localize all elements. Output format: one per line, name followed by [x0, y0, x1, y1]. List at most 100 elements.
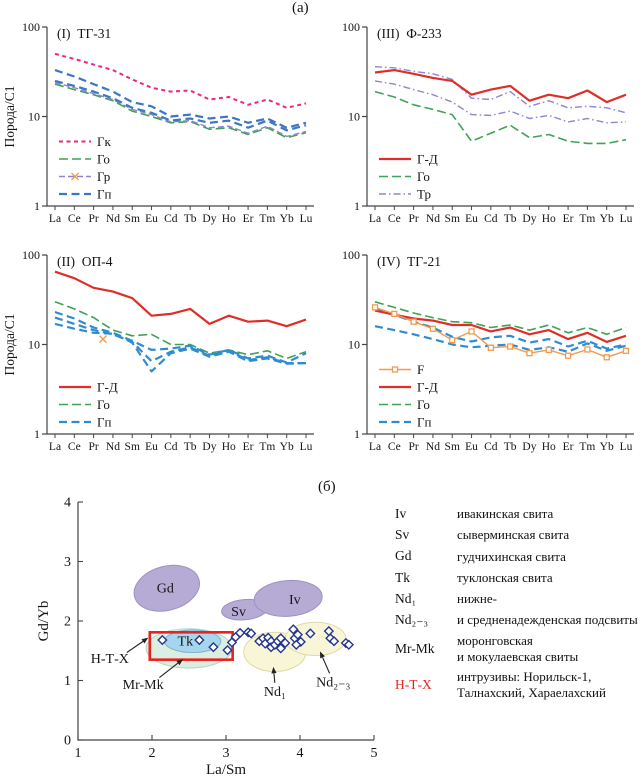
- diamond-marker: [280, 637, 291, 649]
- legend-text: ивакинская свита: [457, 506, 554, 522]
- x-tick-label: Sm: [125, 441, 140, 453]
- figure-label-b: (б): [318, 479, 336, 495]
- panel-III: 100 10 1 La Ce Pr Nd Sm Eu Cd Tb Dy Ho Er Tm Yb Lu (III) …: [321, 12, 641, 236]
- x-tick-label: Ho: [222, 441, 236, 453]
- diamond-marker: [234, 627, 246, 639]
- legend-item: Н-Т-Х интрузивы: Норильск-1, Талнахский, …: [395, 669, 641, 700]
- x-tick-label: Cd: [164, 441, 178, 453]
- panel-legend: Г-Д Го Тр: [379, 152, 438, 202]
- diamond-marker: [288, 624, 299, 635]
- series-line-Го: [54, 83, 307, 139]
- y-tick-label: 10: [28, 110, 40, 124]
- x-tick-label: Eu: [145, 441, 158, 453]
- x-tick-label: Ho: [542, 441, 556, 453]
- annotation-Nd₁: Nd₁: [264, 685, 286, 700]
- y-tick-label: 10: [348, 338, 360, 352]
- series-line-Тр: [374, 66, 627, 114]
- x-tick-label: Ce: [68, 213, 81, 225]
- x-tick-label: Dy: [522, 441, 536, 453]
- square-marker: [410, 318, 417, 325]
- legend-label: Го: [97, 397, 110, 412]
- x-tick-label: Lu: [300, 213, 313, 225]
- square-marker: [371, 304, 379, 311]
- y-tick-label: 100: [342, 20, 360, 34]
- x-tick-label: Sm: [445, 441, 460, 453]
- y-tick-label: 0: [64, 734, 71, 749]
- legend-key: Н-Т-Х: [395, 676, 432, 692]
- y-axis-label: Gd/Yb: [36, 601, 52, 642]
- square-marker: [507, 343, 514, 350]
- axes: [366, 27, 634, 207]
- square-marker: [622, 347, 630, 354]
- x-tick-label: Tb: [184, 441, 197, 453]
- diamond-marker: [275, 643, 286, 654]
- x-tick-label: Pr: [408, 441, 418, 453]
- square-marker: [526, 350, 533, 357]
- y-tick-label: 10: [28, 338, 40, 352]
- y-tick-label: 1: [64, 674, 71, 689]
- x-tick-label: Dy: [202, 213, 216, 225]
- annotation-arrow: [159, 662, 179, 678]
- legend-key: Nd₁: [395, 590, 417, 606]
- series-line-Го: [374, 90, 627, 145]
- series-line-Го: [374, 301, 627, 336]
- panel-II: 100 10 1 La Ce Pr Nd Sm Eu Cd Tb Dy Ho Er Tm Yb Lu (II) О…: [1, 240, 321, 464]
- panel-title: (I) ТГ-31: [57, 26, 111, 41]
- legend-item: Sv сыверминская свита: [395, 527, 641, 543]
- x-tick-label: Tm: [579, 213, 595, 225]
- y-tick-label: 10: [348, 110, 360, 124]
- legend-label: Г-Д: [97, 380, 118, 395]
- square-marker: [564, 352, 572, 359]
- series-line-Тр: [374, 80, 627, 124]
- x-tick-label: Ho: [222, 213, 236, 225]
- panel-title: (IV) ТГ-21: [377, 254, 441, 269]
- legend-text: сыверминская свита: [457, 527, 570, 543]
- diamond-marker: [305, 628, 316, 639]
- square-marker: [449, 336, 456, 344]
- legend-item: Iv ивакинская свита: [395, 506, 641, 522]
- x-tick-label: Pr: [408, 213, 418, 225]
- square-marker: [603, 354, 610, 361]
- x-tick-label: 5: [371, 746, 378, 761]
- series-line-Гк: [54, 52, 307, 109]
- square-marker: [584, 346, 591, 353]
- ree-chart-I: 100 10 1 La Ce Pr Nd Sm Eu Cd Tb Dy Ho Er Tm Yb Lu (I) ТГ…: [2, 20, 314, 225]
- y-axis-label: Порода/С1: [2, 86, 17, 148]
- ree-chart-IV: 100 10 1 La Ce Pr Nd Sm Eu Cd Tb Dy Ho Er Tm Yb Lu (IV) Т…: [342, 248, 634, 453]
- x-tick-label: Yb: [280, 213, 294, 225]
- square-marker: [487, 344, 494, 351]
- x-tick-label: Cd: [484, 441, 498, 453]
- legend-key: Sv: [395, 527, 410, 543]
- annotation-arrow: [273, 673, 276, 683]
- annotation-arrow: [322, 657, 331, 674]
- panel-legend: Г-Д Го Гп: [59, 380, 118, 430]
- ree-chart-II: 100 10 1 La Ce Pr Nd Sm Eu Cd Tb Dy Ho Er Tm Yb Lu (II) О…: [2, 248, 314, 453]
- annotation-Н-Т-Х: Н-Т-Х: [91, 652, 129, 667]
- panel-title: (II) ОП-4: [57, 254, 113, 269]
- square-marker: [391, 366, 399, 373]
- legend-text: интрузивы: Норильск-1, Талнахский, Харае…: [457, 669, 606, 700]
- axes: [46, 27, 314, 207]
- legend-label: Го: [417, 397, 430, 412]
- legend-item: Nd₂₋₃ и средненадежденская подсвиты: [395, 612, 641, 628]
- x-tick-label: La: [49, 441, 61, 453]
- x-tick-label: Tm: [579, 441, 595, 453]
- series-line-Г-Д: [374, 68, 627, 104]
- x-tick-label: Yb: [600, 441, 614, 453]
- panel-legend: Гк Го Гр Гп: [59, 134, 112, 202]
- annotation-arrow: [126, 640, 144, 653]
- sample-points: [157, 624, 355, 656]
- diamond-marker: [194, 634, 205, 646]
- axes: [77, 502, 374, 741]
- square-marker: [429, 325, 437, 332]
- legend-label: Г-Д: [417, 152, 438, 167]
- legend-label: Го: [417, 169, 430, 184]
- field-label-Tk: Tk: [178, 635, 194, 650]
- legend-label: F: [417, 362, 424, 377]
- legend-key: Mr-Mk: [395, 640, 435, 656]
- panel-I: 100 10 1 La Ce Pr Nd Sm Eu Cd Tb Dy Ho Er Tm Yb Lu (I) ТГ…: [1, 12, 321, 236]
- diamond-marker: [245, 628, 257, 639]
- series-line-Гр: [54, 81, 307, 138]
- x-tick-label: 3: [223, 746, 230, 761]
